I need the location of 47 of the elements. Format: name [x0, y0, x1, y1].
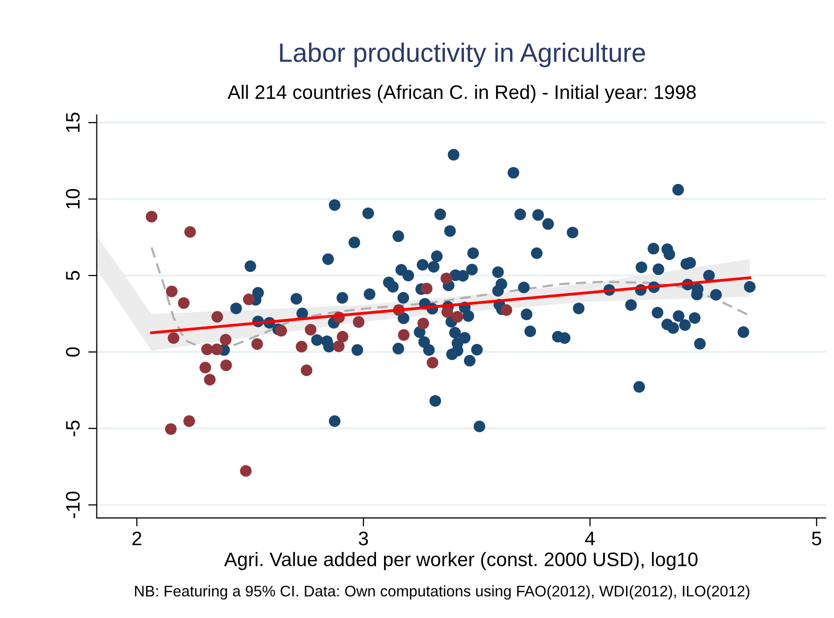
x-tick-label: 3: [358, 532, 368, 546]
point: [500, 304, 512, 316]
point: [352, 316, 364, 328]
x-tick-label: 5: [812, 532, 822, 546]
x-axis-title: Agri. Value added per worker (const. 2000 USD), log10: [224, 552, 698, 570]
y-tick-label: 0: [66, 347, 80, 357]
point: [199, 362, 212, 374]
point: [417, 318, 430, 330]
point: [336, 330, 348, 342]
chart-subtitle: All 214 countries (African C. in Red) - Initial year: 1998: [228, 84, 696, 103]
line-series: [150, 276, 752, 334]
point: [146, 210, 158, 222]
point: [398, 329, 410, 341]
point: [220, 359, 232, 372]
point: [440, 272, 452, 284]
point: [220, 334, 232, 346]
text: NB: Featuring a 95% CI. Data: Own computations using FAO(2012), WDI(2012), ILO(2012): [135, 585, 750, 600]
point: [242, 294, 255, 306]
x-tick-label: 4: [585, 532, 595, 546]
y-tick-label: -10: [66, 492, 80, 518]
chart-title: Labor productivity in Agriculture: [280, 42, 645, 68]
point: [211, 310, 224, 323]
point: [426, 356, 438, 368]
point: [300, 364, 312, 376]
point: [240, 465, 252, 477]
point: [183, 415, 195, 427]
y-tick-label: -5: [66, 420, 80, 436]
point: [184, 226, 196, 238]
point: [420, 282, 432, 294]
point: [332, 340, 345, 352]
y-tick-label: 15: [66, 112, 80, 132]
point: [296, 340, 308, 352]
point: [251, 338, 263, 350]
x-tick-label: 2: [132, 532, 142, 546]
point: [441, 306, 454, 318]
point: [304, 324, 316, 336]
point: [178, 297, 190, 309]
point: [168, 332, 180, 344]
point: [204, 374, 216, 386]
y-tick-label: 5: [66, 270, 80, 280]
point: [275, 324, 287, 337]
point: [452, 310, 464, 323]
y-tick-label: 10: [66, 189, 80, 208]
point: [166, 286, 178, 298]
point: [211, 344, 223, 356]
point: [165, 423, 177, 435]
point: [201, 344, 213, 356]
